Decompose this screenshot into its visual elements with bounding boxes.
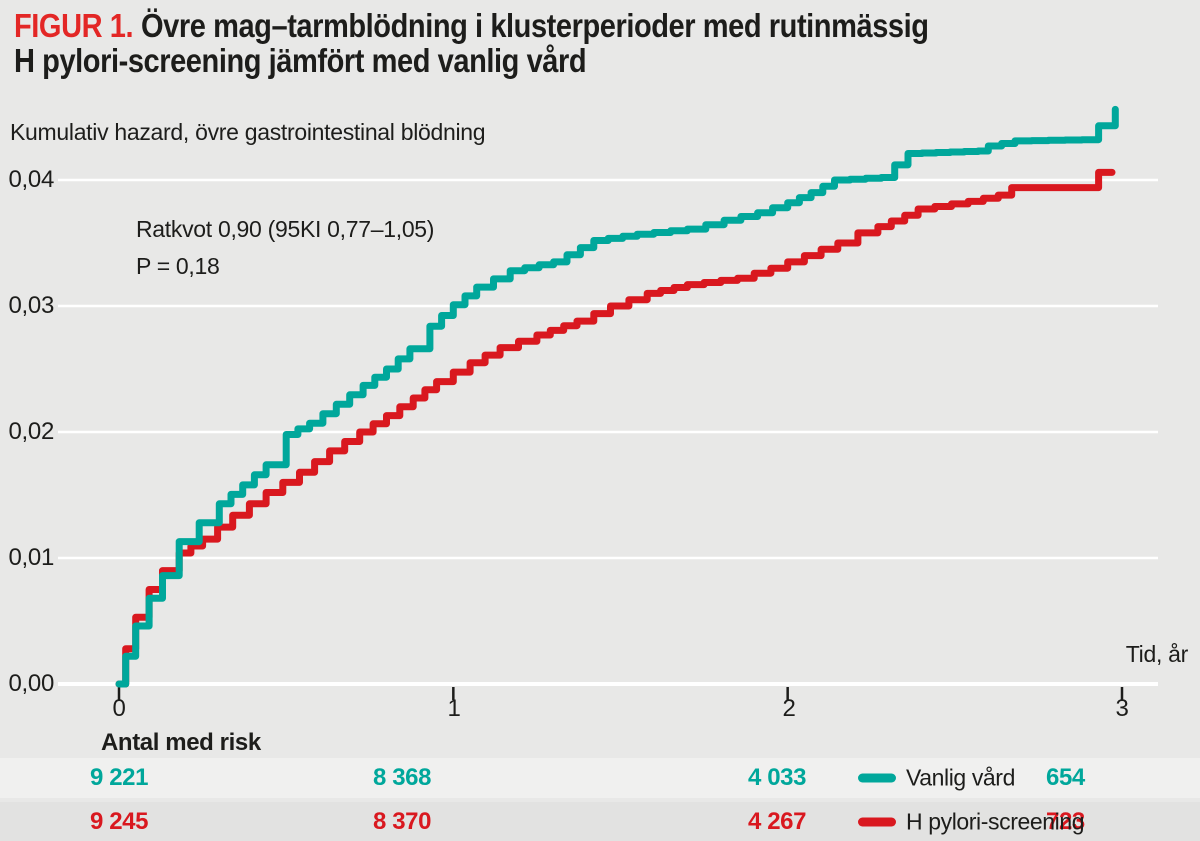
figure-title-line1: FIGUR 1. Övre mag–tarmblödning i klusterp… — [14, 8, 929, 43]
h-pylori-screening-legend-label: H pylori-screening — [906, 808, 1085, 834]
risk-value: 8 370 — [373, 807, 432, 835]
risk-value: 4 033 — [748, 764, 807, 791]
x-tick-label-1: 1 — [447, 695, 461, 722]
risk-row-h-pylori-screening: 9 245 8 370 4 267 723 H pylori-screening — [0, 802, 1200, 841]
hazard-chart-plot — [58, 105, 1158, 700]
x-tick-label-2: 2 — [782, 695, 796, 722]
vanlig-vard-legend-label: Vanlig vård — [906, 764, 1015, 791]
y-tick-label-3: 0,03 — [8, 292, 54, 319]
h-pylori-screening-legend-swatch — [858, 817, 896, 826]
y-tick-label-1: 0,01 — [8, 544, 54, 571]
risk-row-vanlig-vard: 9 221 8 368 4 033 654 Vanlig vård — [0, 758, 1200, 798]
y-axis-title: Kumulativ hazard, övre gastrointestinal … — [10, 119, 486, 145]
risk-value: 9 221 — [90, 764, 149, 791]
risk-value: 654 — [1046, 764, 1085, 791]
x-axis-title: Tid, år — [1125, 641, 1189, 667]
x-tick-label-0: 0 — [112, 695, 126, 722]
figure-title-text1: Övre mag–tarmblödning i klusterperioder … — [141, 7, 929, 44]
y-tick-label-4: 0,04 — [8, 166, 54, 193]
series-curve-h-pylori-screening — [115, 168, 1116, 688]
y-tick-label-0: 0,00 — [8, 670, 54, 697]
figure-number-label: FIGUR 1. — [14, 7, 134, 44]
x-tick-label-3: 3 — [1115, 695, 1129, 722]
figure-title-line2: H pylori-screening jämfört med vanlig vå… — [14, 42, 587, 79]
risk-value: 723 — [1046, 807, 1085, 835]
y-tick-label-2: 0,02 — [8, 418, 54, 445]
p-value-annotation: P = 0,18 — [136, 253, 220, 279]
risk-value: 8 368 — [373, 764, 432, 791]
vanlig-vard-legend-swatch — [858, 773, 896, 783]
risk-value: 9 245 — [90, 807, 149, 835]
series-curve-vanlig-v-rd — [115, 105, 1119, 688]
risk-value: 4 267 — [748, 807, 807, 835]
risk-table-caption: Antal med risk — [101, 729, 261, 756]
rate-ratio-annotation: Ratkvot 0,90 (95KI 0,77–1,05) — [136, 216, 435, 242]
figure-title: FIGUR 1. Övre mag–tarmblödning i klusterp… — [14, 8, 929, 78]
